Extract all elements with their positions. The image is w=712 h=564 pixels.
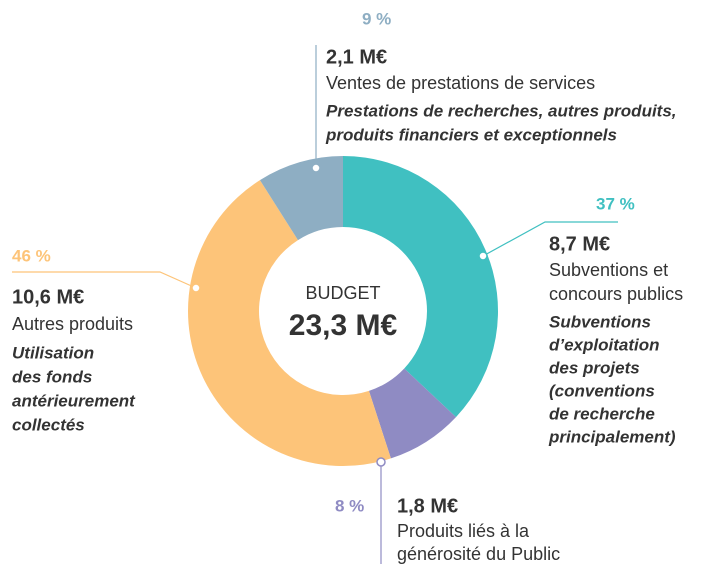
percent-label: 37 % xyxy=(596,194,635,213)
category-label: générosité du Public xyxy=(397,544,560,564)
detail-label: antérieurement xyxy=(12,391,136,410)
detail-label: collectés xyxy=(12,415,85,434)
slice xyxy=(368,368,456,459)
detail-label: principalement) xyxy=(548,427,676,446)
percent-label: 9 % xyxy=(362,9,391,28)
leader-dot xyxy=(478,251,488,261)
detail-label: produits financiers et exceptionnels xyxy=(325,125,617,144)
slice xyxy=(259,156,343,241)
total-label: 23,3 M€ xyxy=(289,309,398,342)
detail-label: des projets xyxy=(549,358,640,377)
percent-label: 46 % xyxy=(12,246,51,265)
center-label: BUDGET xyxy=(305,283,380,303)
detail-label: Utilisation xyxy=(12,343,94,362)
amount-label: 1,8 M€ xyxy=(397,495,458,517)
detail-label: (conventions xyxy=(549,381,655,400)
detail-label: des fonds xyxy=(12,367,92,386)
detail-label: de recherche xyxy=(549,404,655,423)
leader-dot xyxy=(376,457,386,467)
slice xyxy=(343,156,498,418)
detail-label: Subventions xyxy=(549,312,651,331)
amount-label: 10,6 M€ xyxy=(12,286,84,308)
leader-dot xyxy=(311,163,321,173)
category-label: concours publics xyxy=(549,284,683,304)
leader-line xyxy=(482,221,618,257)
slice xyxy=(188,180,391,467)
amount-label: 2,1 M€ xyxy=(326,46,387,68)
amount-label: 8,7 M€ xyxy=(549,233,610,255)
leader-line xyxy=(12,271,197,289)
percent-label: 8 % xyxy=(335,496,364,515)
category-label: Autres produits xyxy=(12,314,133,334)
detail-label: d’exploitation xyxy=(549,335,660,354)
category-label: Subventions et xyxy=(549,260,668,280)
category-label: Ventes de prestations de services xyxy=(326,73,595,93)
leader-dot xyxy=(191,283,201,293)
category-label: Produits liés à la xyxy=(397,521,530,541)
detail-label: Prestations de recherches, autres produi… xyxy=(326,101,677,120)
